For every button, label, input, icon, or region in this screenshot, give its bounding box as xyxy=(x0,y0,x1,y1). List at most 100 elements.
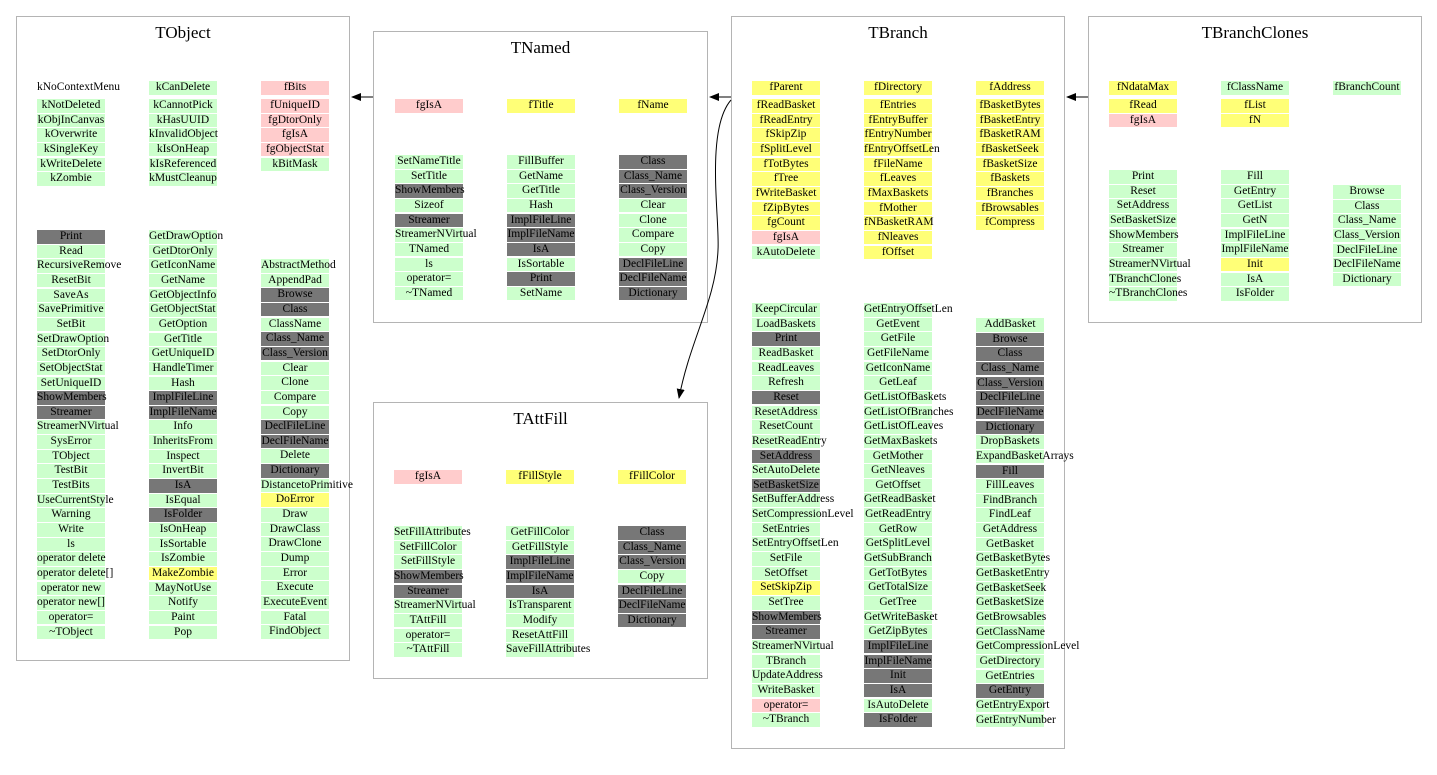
member-cell: fBranches xyxy=(976,186,1044,201)
member-cell: GetReadEntry xyxy=(864,508,932,522)
member-cell: AppendPad xyxy=(261,273,329,288)
member-cell: ShowMembers xyxy=(37,391,107,405)
member-cell: Dictionary xyxy=(619,286,687,301)
member-cell: GetBasketEntry xyxy=(976,567,1050,581)
member-cell: fNBasketRAM xyxy=(864,216,934,230)
member-cell: GetBasketSize xyxy=(976,596,1044,610)
member-cell: GetEntries xyxy=(976,669,1044,684)
member-cell: fBranchCount xyxy=(1333,81,1401,95)
member-cell: ImplFileName xyxy=(1221,243,1289,257)
member-cell: Fatal xyxy=(261,610,329,625)
member-cell: Compare xyxy=(261,390,329,405)
class-title: TAttFill xyxy=(513,409,568,428)
member-cell: kCanDelete xyxy=(149,81,217,95)
member-cell: ShowMembers xyxy=(395,184,465,198)
member-cell: SetOffset xyxy=(752,566,820,581)
member-cell: DeclFileLine xyxy=(261,420,329,434)
member-cell: TestBit xyxy=(37,464,105,478)
class-title: TObject xyxy=(155,23,211,42)
member-cell: ReadBasket xyxy=(752,346,820,361)
member-cell: DeclFileLine xyxy=(976,391,1044,405)
member-cell: Init xyxy=(864,669,932,683)
class-box-tnamed: TNamed fgIsA SetNameTitle SetTitle ShowMemb… xyxy=(373,31,708,323)
member-cell: IsFolder xyxy=(149,508,217,522)
member-cell: fgDtorOnly xyxy=(261,113,329,128)
member-cell: TBranch xyxy=(752,654,820,669)
member-cell: Draw xyxy=(261,508,329,522)
member-cell: IsTransparent xyxy=(506,599,574,613)
member-cell: Print xyxy=(1109,170,1177,184)
member-cell: SetNameTitle xyxy=(395,155,463,169)
member-cell: Reset xyxy=(752,390,820,405)
member-cell: fEntryNumber xyxy=(864,128,932,142)
member-cell: SetBit xyxy=(37,317,105,332)
member-cell: IsSortable xyxy=(149,537,217,552)
member-cell: Browse xyxy=(976,332,1044,347)
member-cell: fgObjectStat xyxy=(261,142,329,157)
member-cell: WriteBasket xyxy=(752,683,820,698)
member-cell: Init xyxy=(1221,257,1289,272)
member-cell: DeclFileLine xyxy=(619,257,687,272)
member-cell: fOffset xyxy=(864,245,932,259)
member-cell: GetTree xyxy=(864,596,932,610)
member-cell: SetAddress xyxy=(752,449,820,463)
member-cell: kWriteDelete xyxy=(37,157,105,172)
member-cell: IsFolder xyxy=(1221,287,1289,301)
member-cell: operator= xyxy=(752,698,820,713)
member-cell: Pop xyxy=(149,625,217,640)
member-cell: ClassName xyxy=(261,317,329,332)
member-cell: ImplFileLine xyxy=(507,213,575,228)
member-cell: SetTree xyxy=(752,596,820,610)
class-box-tobject: TObject kNoContextMenu kNotDeleted kObjInC… xyxy=(16,16,353,661)
member-cell: DoError xyxy=(261,493,329,507)
member-cell: DeclFileLine xyxy=(618,584,686,599)
member-cell: GetEntry xyxy=(976,684,1044,698)
member-cell: fgIsA xyxy=(261,128,329,142)
member-cell: SetFile xyxy=(752,552,820,566)
member-cell: ImplFileName xyxy=(864,654,932,669)
member-cell: Sizeof xyxy=(395,198,463,213)
member-cell: GetTitle xyxy=(149,332,217,347)
member-cell: ~TBranch xyxy=(752,713,820,727)
member-cell: HandleTimer xyxy=(149,361,217,376)
member-cell: ls xyxy=(37,537,105,552)
member-cell: TObject xyxy=(37,449,105,464)
member-cell: fUniqueID xyxy=(261,99,329,113)
member-cell: fNdataMax xyxy=(1109,81,1177,95)
member-cell: fTotBytes xyxy=(752,157,820,172)
member-cell: fBasketRAM xyxy=(976,128,1044,142)
member-cell: kIsReferenced xyxy=(149,157,217,172)
member-cell: Write xyxy=(37,523,105,537)
member-cell: fReadBasket xyxy=(752,99,820,113)
member-cell: SaveFillAttributes xyxy=(506,643,591,657)
member-cell: Dictionary xyxy=(976,420,1044,435)
member-cell: fDirectory xyxy=(864,81,932,95)
member-cell: GetLeaf xyxy=(864,376,932,390)
member-cell: Hash xyxy=(149,376,217,390)
member-cell: ResetReadEntry xyxy=(752,434,827,449)
member-cell: kInvalidObject xyxy=(149,128,218,142)
member-cell: ResetCount xyxy=(752,420,820,434)
member-cell: MakeZombie xyxy=(149,566,217,581)
member-cell: GetBasketBytes xyxy=(976,552,1051,566)
member-cell: GetObjectStat xyxy=(149,303,217,317)
member-cell: ls xyxy=(395,257,463,272)
member-cell: SetTitle xyxy=(395,169,463,184)
member-cell: Class_Name xyxy=(619,169,687,184)
member-cell: DeclFileName xyxy=(976,405,1044,420)
member-cell: SetBufferAddress xyxy=(752,493,835,507)
member-cell: SaveAs xyxy=(37,288,105,303)
member-cell: fTitle xyxy=(507,99,575,113)
member-cell: Info xyxy=(149,420,217,434)
member-cell: DeclFileName xyxy=(261,434,329,449)
member-cell: SetBasketSize xyxy=(752,478,820,493)
member-cell: IsZombie xyxy=(149,552,217,566)
member-cell: ResetAttFill xyxy=(506,628,574,643)
member-cell: GetAddress xyxy=(976,523,1044,537)
member-cell: GetFillStyle xyxy=(506,540,574,555)
member-cell: GetListOfBranches xyxy=(864,405,954,420)
member-cell: KeepCircular xyxy=(752,303,820,317)
member-cell: FillBuffer xyxy=(507,155,575,169)
member-cell: GetEntryExport xyxy=(976,698,1050,713)
member-cell: SavePrimitive xyxy=(37,303,105,317)
